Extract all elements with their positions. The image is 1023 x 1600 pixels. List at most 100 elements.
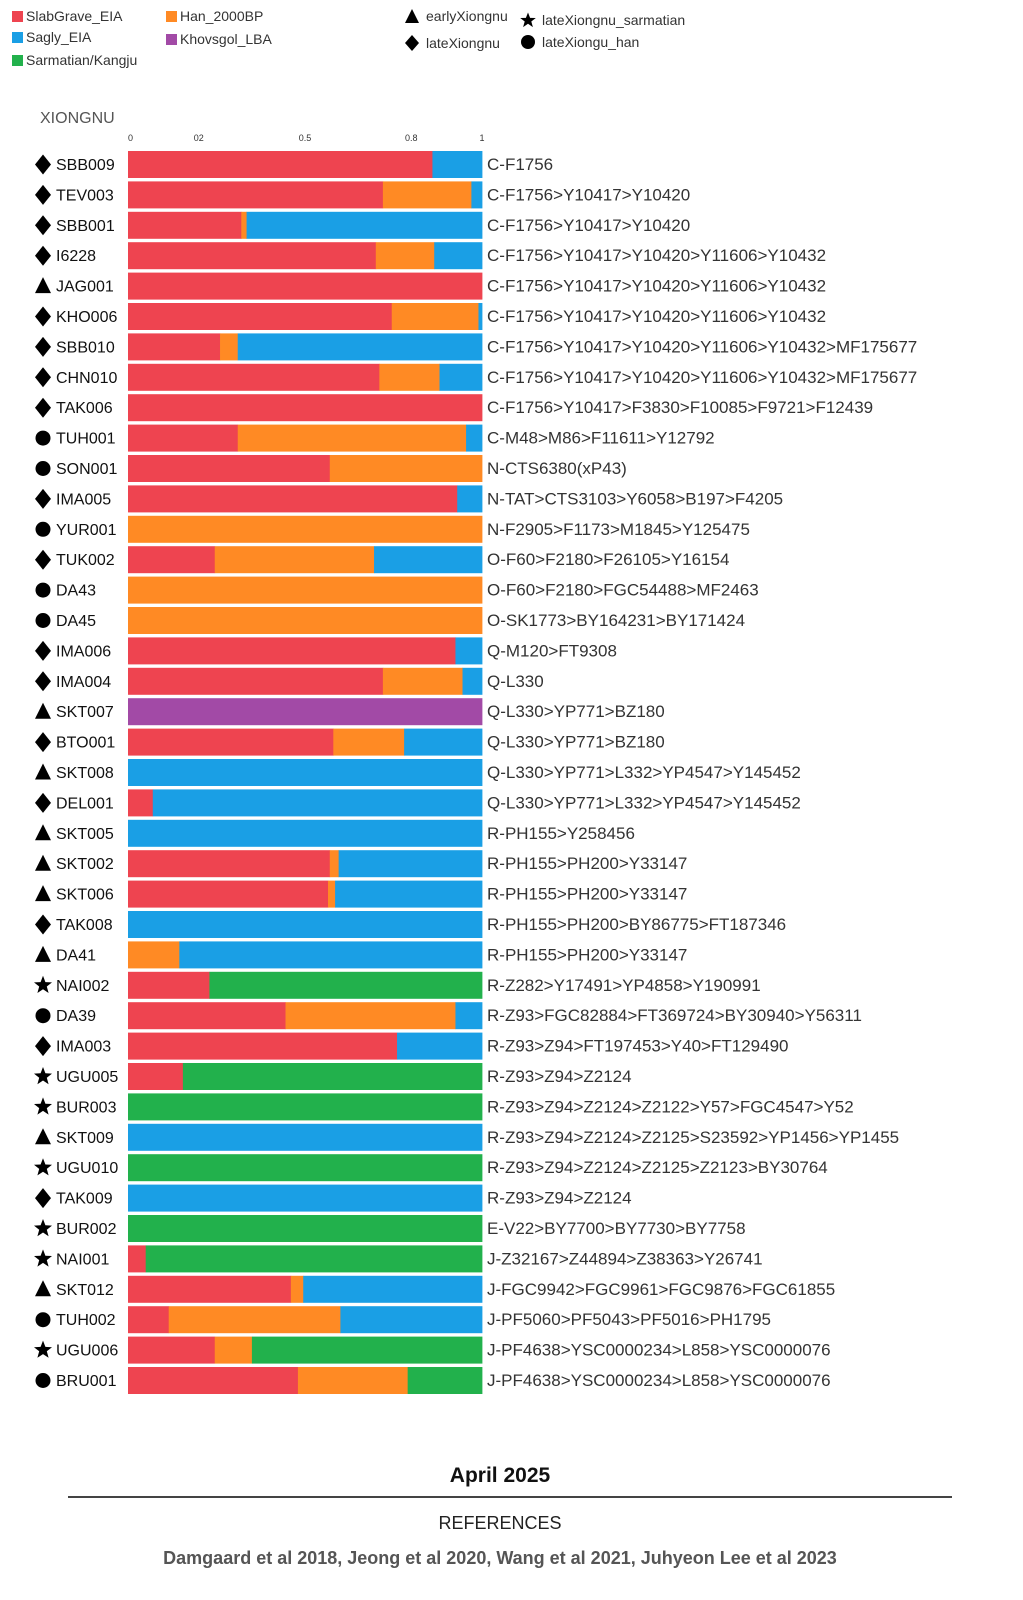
bar-segment-han-2000bp: [128, 941, 180, 969]
x-tick-label: 02: [194, 133, 204, 143]
legend-item-slabgrave: SlabGrave_EIA: [12, 8, 123, 24]
bar-segment-sagly-eia: [152, 789, 483, 817]
sample-label: SBB010: [56, 339, 115, 356]
circle-icon: [35, 1373, 51, 1388]
bar-segment-sagly-eia: [374, 546, 483, 574]
bar-segment-han-2000bp: [214, 546, 375, 574]
haplogroup-label: C-F1756: [487, 155, 553, 174]
bar-segment-slabgrave-eia: [128, 1245, 147, 1273]
sample-label: SBB001: [56, 218, 115, 235]
sample-label: DA39: [56, 1008, 96, 1025]
haplogroup-label: J-PF4638>YSC0000234>L858>YSC0000076: [487, 1371, 831, 1390]
sample-label: IMA006: [56, 643, 111, 660]
diamond-icon: [405, 35, 419, 51]
legend-item-late-xiongnu: lateXiongnu: [404, 35, 500, 51]
bar-segment-slabgrave-eia: [128, 272, 483, 300]
bar-segment-slabgrave-eia: [128, 181, 384, 209]
haplogroup-label: R-PH155>Y258456: [487, 824, 635, 843]
legend-swatch: [12, 54, 23, 66]
sample-label: TUK002: [56, 552, 115, 569]
bar-segment-han-2000bp: [329, 455, 483, 482]
haplogroup-label: C-F1756>Y10417>Y10420>Y11606>Y10432: [487, 307, 826, 326]
legend-label: Khovsgol_LBA: [180, 31, 272, 47]
bar-segment-sagly-eia: [303, 1275, 483, 1303]
bar-segment-han-2000bp: [375, 242, 435, 270]
triangle-icon: [35, 824, 51, 841]
haplogroup-label: R-PH155>PH200>Y33147: [487, 885, 687, 904]
sample-label: CHN010: [56, 370, 117, 387]
legend-label: earlyXiongnu: [426, 8, 508, 24]
star-icon: [520, 12, 536, 28]
diamond-icon: [35, 792, 51, 813]
bar-segment-sarmatian-kangju: [209, 971, 483, 999]
sample-label: TAK006: [56, 400, 113, 417]
star-icon: [34, 1219, 52, 1237]
bar-segment-slabgrave-eia: [128, 211, 242, 239]
haplogroup-label: R-Z282>Y17491>YP4858>Y190991: [487, 976, 761, 995]
haplogroup-label: Q-L330: [487, 672, 544, 691]
legend-swatch: [12, 31, 23, 43]
bar-segment-sagly-eia: [338, 850, 483, 878]
star-icon: [34, 1067, 52, 1085]
bar-segment-han-2000bp: [333, 728, 405, 756]
bar-segment-slabgrave-eia: [128, 455, 331, 482]
bar-segment-han-2000bp: [382, 667, 463, 695]
triangle-icon: [35, 885, 51, 902]
bar-segment-slabgrave-eia: [128, 1336, 216, 1364]
sample-label: IMA005: [56, 491, 111, 508]
haplogroup-label: R-PH155>PH200>Y33147: [487, 854, 687, 873]
divider: [68, 1496, 952, 1498]
sample-label: KHO006: [56, 309, 117, 326]
sample-label: SKT005: [56, 826, 114, 843]
triangle-icon: [35, 945, 51, 962]
haplogroup-label: Q-M120>FT9308: [487, 641, 617, 660]
sample-label: IMA003: [56, 1039, 111, 1056]
legend-label: Han_2000BP: [180, 8, 264, 24]
bar-segment-han-2000bp: [128, 607, 483, 634]
bar-segment-slabgrave-eia: [128, 850, 331, 878]
haplogroup-label: C-M48>M86>F11611>Y12792: [487, 429, 715, 448]
bar-segment-han-2000bp: [285, 1002, 456, 1030]
sample-label: TUH002: [56, 1312, 116, 1329]
haplogroup-label: C-F1756>Y10417>Y10420>Y11606>Y10432>MF17…: [487, 337, 917, 356]
legend-label: lateXiongnu: [426, 35, 500, 51]
legend-label: Sarmatian/Kangju: [26, 52, 138, 68]
diamond-icon: [35, 1188, 51, 1209]
diamond-icon: [35, 914, 51, 935]
sample-label: UGU006: [56, 1343, 118, 1360]
haplogroup-label: O-F60>F2180>F26105>Y16154: [487, 550, 729, 569]
circle-icon: [35, 521, 51, 537]
triangle-icon: [405, 9, 419, 23]
bar-segment-sarmatian-kangju: [145, 1245, 483, 1273]
legend-item-late-xiongnu-sarmatian: lateXiongnu_sarmatian: [520, 12, 685, 28]
bar-segment-sagly-eia: [335, 880, 483, 908]
x-tick-label: 1: [479, 133, 484, 143]
haplogroup-label: E-V22>BY7700>BY7730>BY7758: [487, 1219, 746, 1238]
haplogroup-label: Q-L330>YP771>BZ180: [487, 733, 665, 752]
haplogroup-label: J-PF4638>YSC0000234>L858>YSC0000076: [487, 1341, 831, 1360]
bar-segment-sagly-eia: [128, 1184, 483, 1212]
sample-label: SKT002: [56, 856, 114, 873]
bar-segment-sagly-eia: [462, 667, 483, 695]
bar-segment-han-2000bp: [329, 850, 340, 878]
sample-label: TAK009: [56, 1191, 113, 1208]
diamond-icon: [35, 306, 51, 327]
sample-label: UGU010: [56, 1160, 118, 1177]
diamond-icon: [35, 336, 51, 357]
legend-item-late-xiongu-han: lateXiongu_han: [520, 34, 639, 50]
triangle-icon: [35, 1128, 51, 1145]
bar-segment-slabgrave-eia: [128, 546, 216, 574]
circle-icon: [35, 1312, 51, 1328]
x-tick-label: 0.8: [405, 133, 418, 143]
triangle-icon: [35, 854, 51, 871]
haplogroup-label: R-PH155>PH200>Y33147: [487, 945, 687, 964]
sample-label: SKT012: [56, 1282, 114, 1299]
bar-segment-sarmatian-kangju: [182, 1063, 483, 1090]
sample-label: DA45: [56, 613, 96, 630]
bar-segment-han-2000bp: [391, 303, 479, 330]
sample-label: BTO001: [56, 735, 115, 752]
sample-label: SKT006: [56, 887, 114, 904]
bar-segment-sagly-eia: [455, 637, 483, 665]
bar-segment-sagly-eia: [471, 181, 483, 209]
bar-segment-sagly-eia: [128, 911, 483, 938]
